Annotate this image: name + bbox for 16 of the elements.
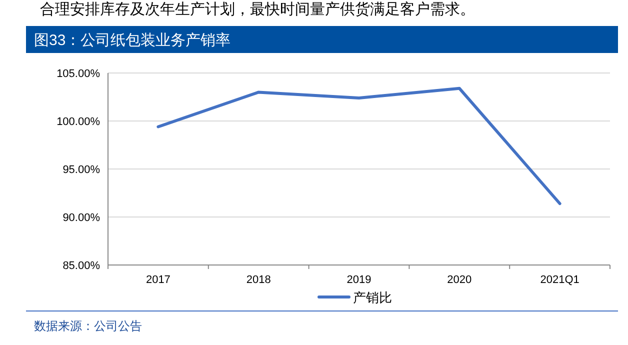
x-tick-label: 2018	[246, 274, 271, 286]
chart-title: 图33：公司纸包装业务产销率	[34, 32, 231, 49]
y-tick-label: 105.00%	[56, 68, 100, 80]
legend-label: 产销比	[353, 290, 392, 305]
x-tick-label: 2017	[146, 274, 170, 286]
x-tick-label: 2019	[346, 274, 372, 286]
x-tick-label: 2020	[447, 274, 472, 286]
text: 合理安排库存及次年生产计划，最快时间量产供货满足客户需求。	[40, 1, 475, 18]
x-tick-label: 2021Q1	[540, 274, 580, 286]
line-series	[156, 86, 562, 206]
title-banner: 图33：公司纸包装业务产销率	[26, 26, 618, 53]
y-tick-label: 90.00%	[62, 212, 100, 224]
source-note: 数据来源：公司公告	[34, 319, 142, 333]
y-tick-label: 100.00%	[56, 116, 100, 128]
y-tick-label: 85.00%	[62, 260, 100, 272]
y-tick-label: 95.00%	[62, 164, 100, 176]
